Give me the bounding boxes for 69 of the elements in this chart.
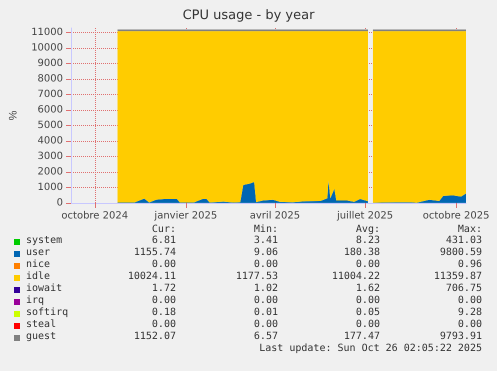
text: 10024.11 — [128, 271, 176, 282]
text: 0.00 — [356, 259, 380, 270]
text: 1152.07 — [134, 331, 176, 342]
x-tick-label: octobre 2024 — [61, 210, 128, 222]
text: 9800.59 — [440, 247, 482, 258]
y-tick-label: 8000 — [38, 74, 63, 85]
x-tick-label: avril 2025 — [250, 210, 300, 222]
text: 9.06 — [254, 247, 278, 258]
text: 0.00 — [458, 295, 482, 306]
text: 1.02 — [254, 283, 278, 294]
text: 8.23 — [356, 235, 380, 246]
text: 0.00 — [254, 259, 278, 270]
text: 1177.53 — [236, 271, 278, 282]
y-tick-label: 6000 — [38, 104, 63, 116]
text: 0.00 — [152, 295, 176, 306]
text: 0.00 — [254, 319, 278, 330]
legend-label: user — [26, 247, 50, 258]
y-tick-label: 2000 — [38, 166, 63, 178]
text: 0.18 — [152, 307, 176, 318]
text: 0.00 — [458, 319, 482, 330]
y-tick-label: 11000 — [31, 27, 63, 38]
legend-label: iowait — [26, 283, 62, 294]
text: 0.00 — [356, 319, 380, 330]
text: 177.47 — [344, 331, 380, 342]
text: 6.57 — [254, 331, 278, 342]
text: 0.96 — [458, 259, 482, 270]
text: 0.00 — [152, 319, 176, 330]
legend-label: guest — [26, 331, 56, 342]
x-tick-label: juillet 2025 — [336, 210, 394, 222]
x-tick-label: janvier 2025 — [153, 210, 218, 222]
x-tick-label: octobre 2025 — [422, 210, 490, 222]
y-tick-label: 10000 — [31, 42, 63, 54]
text: 0.00 — [152, 259, 176, 270]
text: Max: — [458, 224, 482, 235]
text: Last update: Sun Oct 26 02:05:22 2025 — [259, 343, 482, 354]
y-tick-label: 5000 — [38, 120, 63, 132]
y-tick-label: 1000 — [38, 182, 63, 194]
text: Cur: — [152, 224, 176, 235]
text: 11359.87 — [434, 271, 482, 282]
y-tick-label: 0 — [56, 198, 63, 208]
legend-label: idle — [26, 271, 50, 282]
text: 3.41 — [254, 235, 278, 246]
text: 9.28 — [458, 307, 482, 318]
legend-label: irq — [26, 295, 44, 306]
legend-label: system — [26, 235, 62, 246]
y-tick-label: 4000 — [38, 136, 63, 147]
text: 9793.91 — [440, 331, 482, 342]
legend-label: nice — [26, 259, 50, 270]
text: Avg: — [356, 224, 380, 235]
text: 11004.22 — [332, 271, 380, 282]
y-axis-title: % — [8, 110, 20, 120]
text: 0.00 — [356, 295, 380, 306]
legend-label: softirq — [26, 307, 68, 318]
text: 0.01 — [254, 307, 278, 318]
text: 0.05 — [356, 307, 380, 318]
text: 1.72 — [152, 283, 176, 294]
text: 431.03 — [446, 235, 482, 246]
text: 706.75 — [446, 283, 482, 294]
text: 6.81 — [152, 235, 176, 246]
text: Min: — [254, 224, 278, 235]
text: 1.62 — [356, 283, 380, 294]
text: 1155.74 — [134, 247, 176, 258]
text: 180.38 — [344, 247, 380, 258]
y-tick-label: 7000 — [38, 89, 63, 100]
y-tick-label: 3000 — [38, 151, 63, 162]
y-tick-label: 9000 — [38, 58, 63, 70]
chart-title: CPU usage - by year — [182, 8, 316, 23]
legend-label: steal — [26, 319, 56, 330]
text: 0.00 — [254, 295, 278, 306]
